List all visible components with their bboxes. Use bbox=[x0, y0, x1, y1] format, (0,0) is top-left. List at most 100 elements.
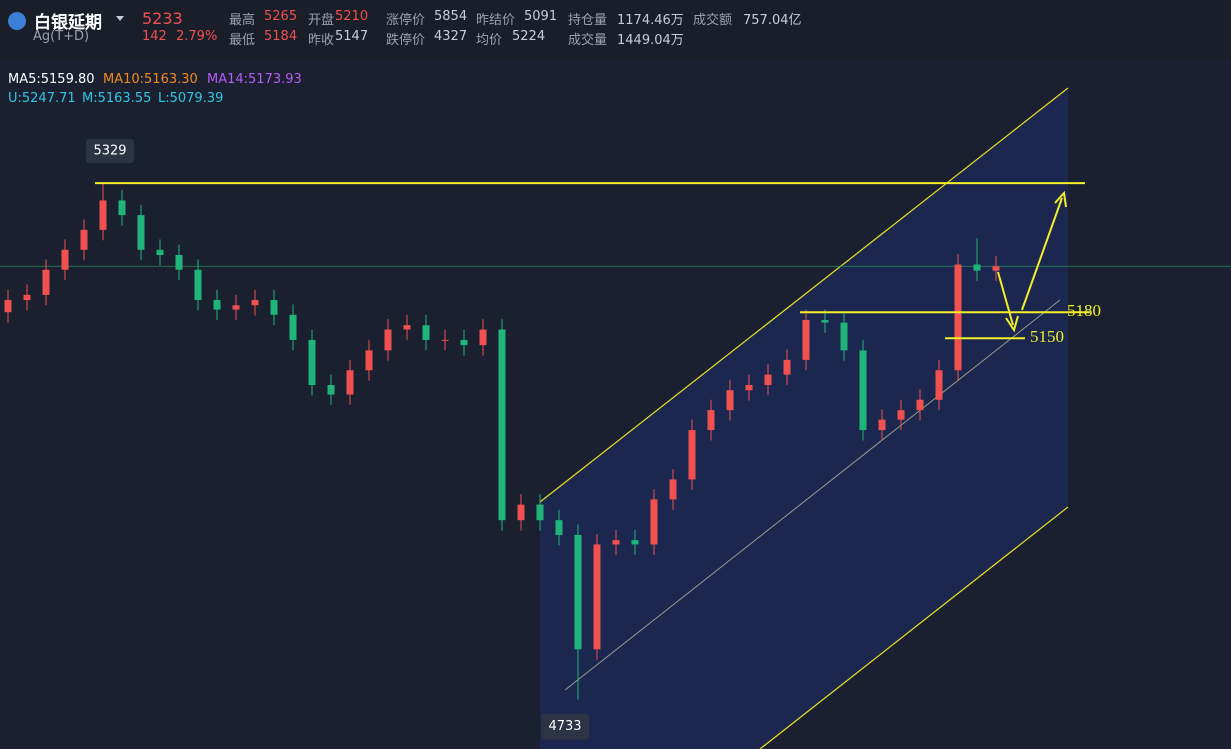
candle-body bbox=[365, 350, 373, 371]
candle-body bbox=[574, 534, 582, 650]
candle-body bbox=[631, 540, 639, 545]
candle-body bbox=[175, 255, 183, 270]
channel-lower bbox=[759, 506, 1069, 749]
candle-body bbox=[251, 300, 259, 306]
code: Ag(T+D) bbox=[33, 29, 90, 44]
change: 142 bbox=[142, 29, 167, 44]
candle-body bbox=[802, 320, 810, 360]
candle-body bbox=[99, 200, 107, 230]
candle-body bbox=[118, 200, 126, 216]
candle-body bbox=[745, 385, 753, 391]
field-value: 5147 bbox=[335, 29, 369, 44]
field-label: 涨停价 bbox=[386, 13, 426, 28]
channel-upper bbox=[539, 87, 1069, 503]
field-label: 开盘 bbox=[308, 13, 335, 28]
channel-fill bbox=[540, 88, 1068, 749]
trough-box bbox=[541, 713, 589, 740]
candle-body bbox=[42, 269, 50, 295]
logo bbox=[8, 12, 26, 30]
candle-body bbox=[688, 430, 696, 480]
field-label: 持仓量 bbox=[568, 13, 608, 28]
field-label: 成交量 bbox=[568, 33, 608, 48]
candle-body bbox=[859, 350, 867, 431]
boll-l: L:5079.39 bbox=[158, 91, 224, 106]
field-label: 昨结价 bbox=[476, 13, 516, 28]
field-value: 5224 bbox=[512, 29, 546, 44]
candle-body bbox=[479, 329, 487, 346]
candle-body bbox=[327, 385, 335, 395]
boll-u: U:5247.71 bbox=[8, 91, 76, 106]
field-value: 1449.04万 bbox=[617, 33, 684, 48]
peak-label: 5329 bbox=[93, 144, 126, 159]
candle-body bbox=[498, 329, 506, 521]
candle-body bbox=[555, 520, 563, 535]
candle-body bbox=[878, 419, 886, 431]
field-label: 最高 bbox=[229, 13, 256, 28]
candle-body bbox=[403, 325, 411, 330]
dropdown[interactable] bbox=[116, 16, 124, 21]
level-label: 5180 bbox=[1067, 301, 1101, 320]
channel-mid bbox=[564, 299, 1061, 691]
candle-body bbox=[783, 359, 791, 375]
field-value: 757.04亿 bbox=[743, 13, 802, 28]
candle-body bbox=[612, 540, 620, 545]
trough-label: 4733 bbox=[548, 719, 581, 734]
candle-body bbox=[4, 300, 12, 313]
ma5: MA5:5159.80 bbox=[8, 72, 95, 87]
candle-body bbox=[232, 305, 240, 310]
candle-body bbox=[137, 215, 145, 250]
candle-body bbox=[650, 499, 658, 545]
field-value: 5265 bbox=[264, 9, 298, 24]
candle-body bbox=[384, 329, 392, 351]
candle-body bbox=[61, 249, 69, 270]
price: 5233 bbox=[142, 9, 183, 28]
candle-body bbox=[422, 325, 430, 340]
candle-body bbox=[213, 300, 221, 310]
field-label: 跌停价 bbox=[386, 33, 426, 48]
field-value: 5210 bbox=[335, 9, 369, 24]
candle-body bbox=[194, 269, 202, 301]
name[interactable]: 白银延期 bbox=[34, 13, 102, 33]
field-label: 昨收 bbox=[308, 33, 335, 48]
candle-body bbox=[954, 264, 962, 371]
peak-box bbox=[86, 139, 134, 164]
candle-body bbox=[973, 264, 981, 271]
field-value: 5091 bbox=[524, 9, 558, 24]
change-pct: 2.79% bbox=[176, 29, 218, 44]
candle-body bbox=[916, 399, 924, 411]
candle-body bbox=[308, 339, 316, 385]
level-label: 5150 bbox=[1030, 327, 1064, 346]
candle-body bbox=[897, 410, 905, 420]
candle-body bbox=[517, 504, 525, 521]
candle-body bbox=[707, 410, 715, 431]
candle-body bbox=[669, 479, 677, 500]
field-value: 1174.46万 bbox=[617, 13, 684, 28]
ma14: MA14:5173.93 bbox=[207, 72, 302, 87]
candle-body bbox=[441, 339, 449, 341]
field-label: 最低 bbox=[229, 33, 256, 48]
candle-body bbox=[593, 544, 601, 650]
field-value: 5184 bbox=[264, 29, 298, 44]
ma10: MA10:5163.30 bbox=[103, 72, 198, 87]
candle-body bbox=[536, 504, 544, 521]
candle-body bbox=[935, 370, 943, 400]
field-label: 成交额 bbox=[693, 13, 733, 28]
candle-body bbox=[80, 229, 88, 250]
candle-body bbox=[992, 266, 1000, 271]
candle-body bbox=[156, 249, 164, 255]
candle-body bbox=[821, 320, 829, 323]
candle-body bbox=[460, 339, 468, 346]
candle-body bbox=[764, 374, 772, 385]
candle-body bbox=[23, 294, 31, 301]
field-value: 4327 bbox=[434, 29, 468, 44]
boll-m: M:5163.55 bbox=[82, 91, 152, 106]
field-label: 均价 bbox=[476, 33, 503, 48]
header-bg bbox=[0, 0, 1231, 58]
candle-body bbox=[270, 300, 278, 315]
candle-body bbox=[840, 322, 848, 351]
field-value: 5854 bbox=[434, 9, 468, 24]
candle-body bbox=[726, 390, 734, 411]
candle-body bbox=[289, 314, 297, 340]
